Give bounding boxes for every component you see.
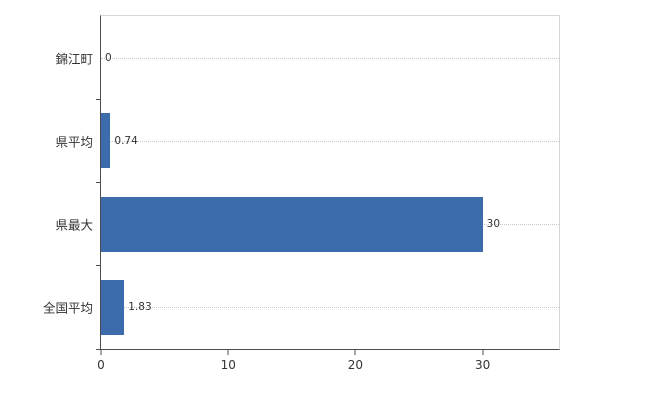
x-axis-tick-label: 20 [347,358,364,372]
x-axis-tick [227,350,229,355]
chart-row: 県平均 0.74 [55,99,559,184]
category-label: 全国平均 [42,300,93,316]
bar [101,196,483,252]
value-label: 1.83 [128,301,152,314]
chart-row: 錦江町 0 [55,16,559,101]
value-label: 0.74 [114,134,138,147]
x-axis-tick-label: 0 [97,358,105,372]
chart-row: 全国平均 1.83 [43,266,559,350]
gridline [101,140,559,142]
bar [101,113,111,169]
x-axis-tick [100,350,102,355]
bar [101,279,125,335]
category-label: 錦江町 [55,51,93,67]
x-axis-tick-label: 10 [220,358,236,372]
x-axis-tick-label: 30 [475,358,491,372]
chart-row: 県最大 30 [55,183,559,267]
gridline [101,57,559,59]
x-axis-tick [482,350,484,355]
plot-area: 錦江町 0 県平均 0.74 県最大 30 全国平均 1.83 0 10 20 30 [43,15,560,372]
category-label: 県平均 [55,134,93,150]
gridline [101,307,559,309]
x-axis-tick [354,350,356,355]
value-label: 0 [105,51,112,64]
value-label: 30 [486,218,501,231]
category-label: 県最大 [55,217,93,233]
